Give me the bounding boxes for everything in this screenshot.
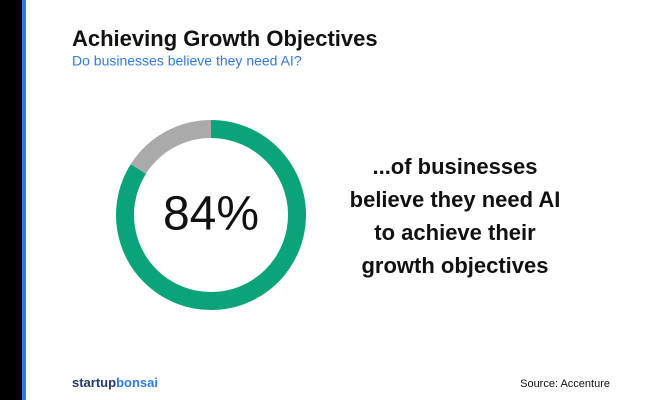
center-label: 84%: [163, 188, 259, 241]
side-bar: [0, 0, 22, 400]
brand-part: startup: [72, 375, 116, 390]
side-stripe: [22, 0, 26, 400]
brand: startupbonsai: [72, 375, 158, 390]
annotation-line: to achieve their: [374, 220, 536, 245]
annotation-line: growth objectives: [361, 253, 548, 278]
annotation: ...of businesses believe they need AI to a…: [350, 154, 561, 278]
chart-title: Achieving Growth Objectives: [72, 26, 378, 51]
chart-subtitle: Do businesses believe they need AI?: [72, 53, 302, 69]
donut: 84%: [116, 120, 306, 310]
brand-part: bonsai: [116, 375, 158, 390]
donut-segment: [130, 120, 212, 174]
annotation-line: believe they need AI: [350, 187, 561, 212]
source: Source: Accenture: [520, 378, 610, 390]
donut-segment: [116, 120, 306, 310]
annotation-line: ...of businesses: [372, 154, 537, 179]
